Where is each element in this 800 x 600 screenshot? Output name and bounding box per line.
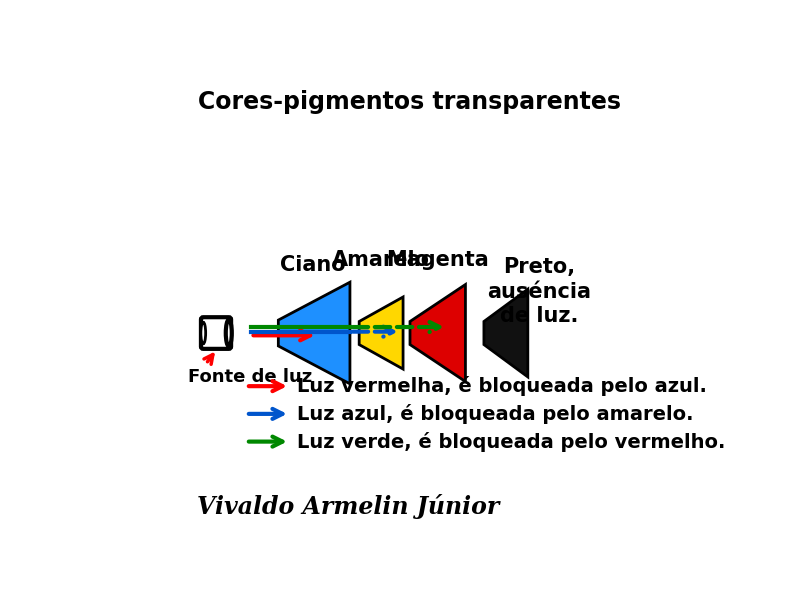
Polygon shape <box>484 289 528 377</box>
Text: Cores-pigmentos transparentes: Cores-pigmentos transparentes <box>198 91 622 115</box>
Polygon shape <box>278 282 350 384</box>
Text: Magenta: Magenta <box>386 250 489 270</box>
Text: Luz vermelha, é bloqueada pelo azul.: Luz vermelha, é bloqueada pelo azul. <box>297 376 706 396</box>
Text: Preto,
auséncia
de luz.: Preto, auséncia de luz. <box>487 257 591 326</box>
Text: Luz azul, é bloqueada pelo amarelo.: Luz azul, é bloqueada pelo amarelo. <box>297 404 694 424</box>
FancyBboxPatch shape <box>201 317 231 349</box>
Text: Fonte de luz: Fonte de luz <box>188 368 313 386</box>
Polygon shape <box>410 284 466 382</box>
Text: Ciano: Ciano <box>280 255 346 275</box>
Text: Vivaldo Armelin Júnior: Vivaldo Armelin Júnior <box>198 494 500 519</box>
Text: Luz verde, é bloqueada pelo vermelho.: Luz verde, é bloqueada pelo vermelho. <box>297 431 725 452</box>
Ellipse shape <box>201 322 206 344</box>
Polygon shape <box>359 297 403 369</box>
Ellipse shape <box>226 320 232 346</box>
Text: Amarelo: Amarelo <box>332 250 430 270</box>
